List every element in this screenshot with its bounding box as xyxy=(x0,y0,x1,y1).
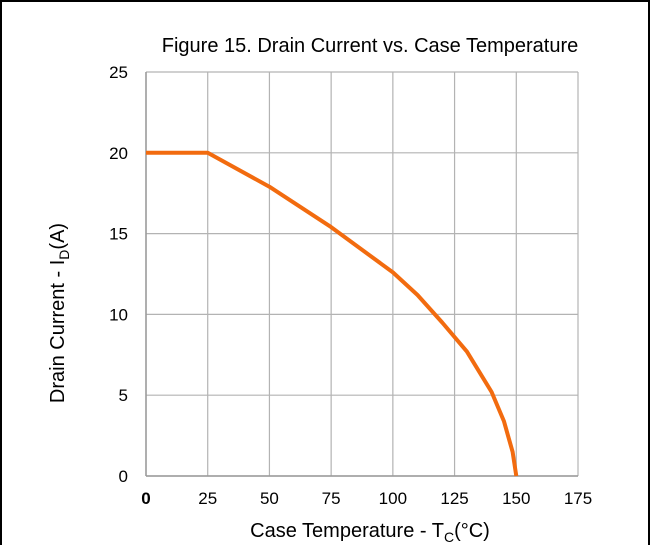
x-tick-label: 50 xyxy=(260,489,279,508)
x-tick-label: 150 xyxy=(502,489,530,508)
y-tick-label: 25 xyxy=(109,63,128,82)
x-tick-label: 75 xyxy=(322,489,341,508)
chart-title: Figure 15. Drain Current vs. Case Temper… xyxy=(162,35,578,57)
x-axis-label: Case Temperature - TC(°C) xyxy=(250,520,490,545)
x-tick-label: 175 xyxy=(564,489,592,508)
y-tick-label: 15 xyxy=(109,225,128,244)
x-tick-label: 125 xyxy=(440,489,468,508)
y-tick-label: 20 xyxy=(109,144,128,163)
grid xyxy=(145,71,579,477)
x-tick-label: 0 xyxy=(141,489,150,508)
x-tick-label: 100 xyxy=(379,489,407,508)
y-axis-label: Drain Current - ID(A) xyxy=(47,223,72,403)
series-line xyxy=(146,150,519,477)
tick-labels: 0 5 10 15 20 25 0 25 50 75 100 125 150 175 xyxy=(109,63,592,508)
y-tick-label: 5 xyxy=(119,386,128,405)
x-tick-label: 25 xyxy=(198,489,217,508)
y-tick-label: 0 xyxy=(119,467,128,486)
y-tick-label: 10 xyxy=(109,305,128,324)
